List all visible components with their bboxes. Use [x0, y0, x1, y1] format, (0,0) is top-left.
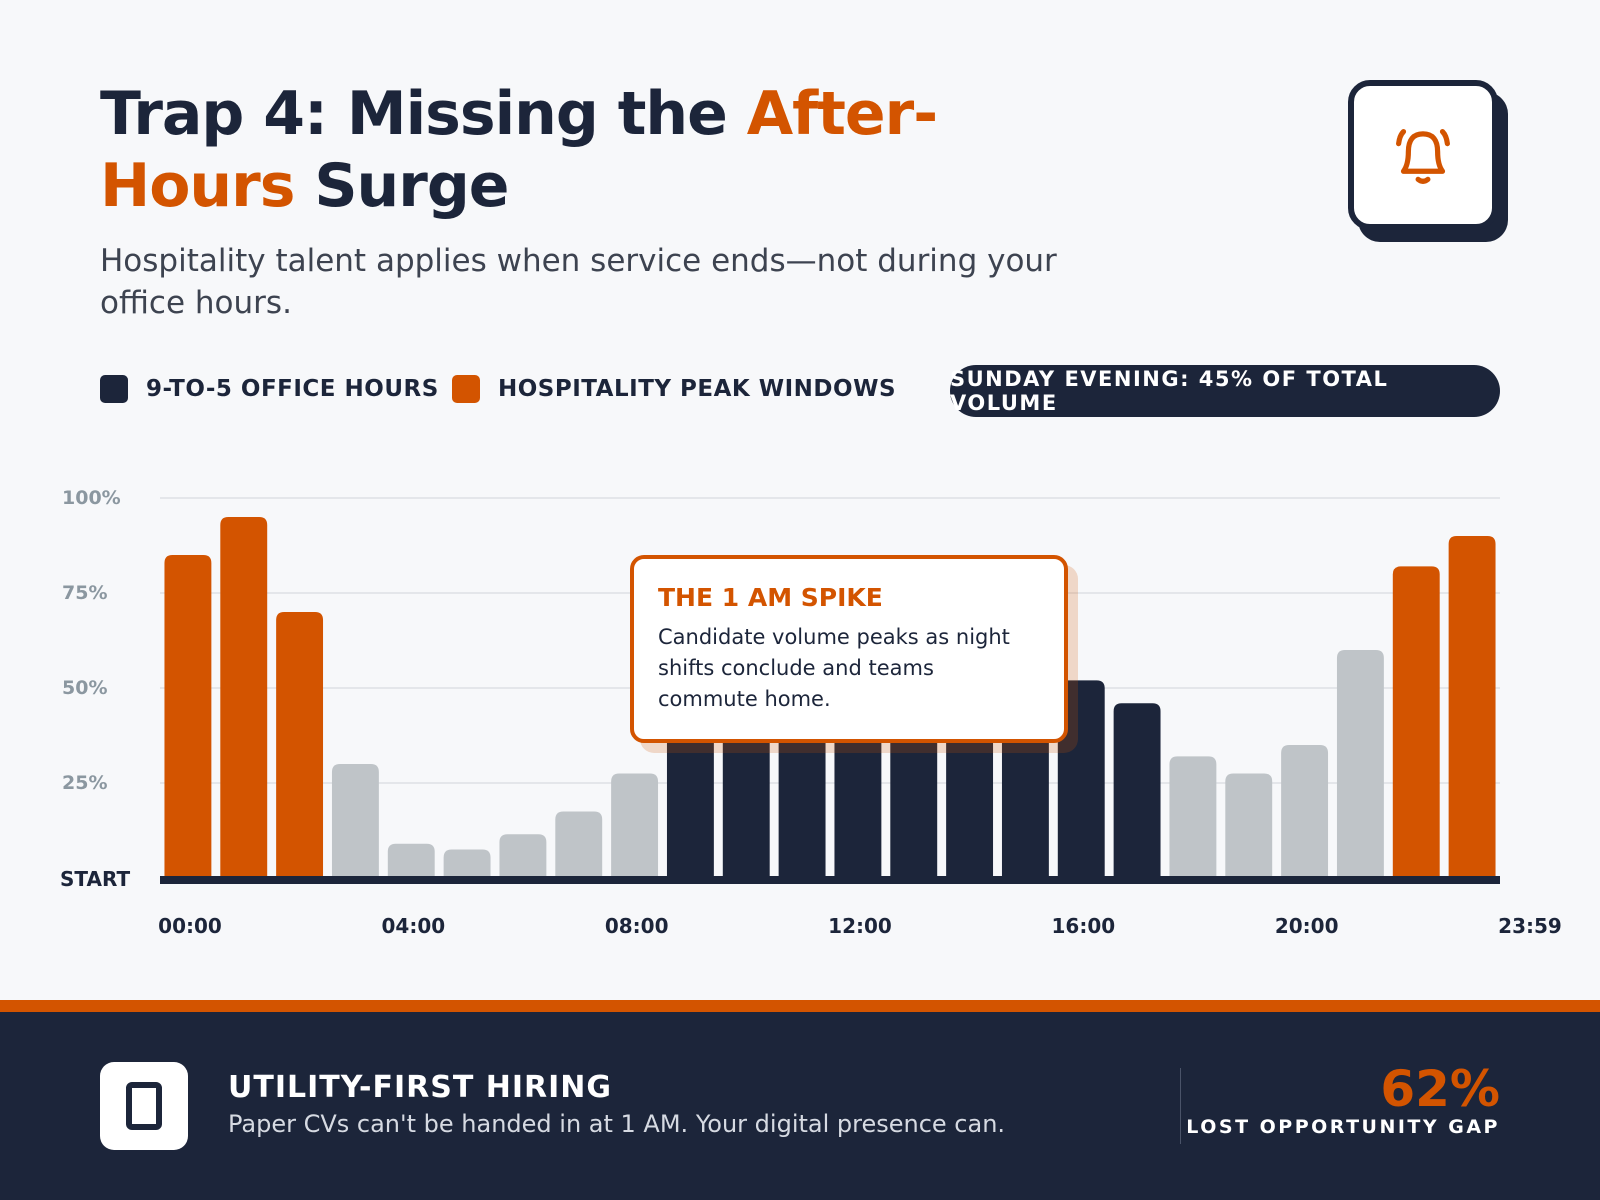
- bar-hour-4: [387, 843, 435, 878]
- bar-hour-10: [722, 710, 770, 878]
- x-tick-label: 08:00: [605, 914, 669, 938]
- bar-hour-11: [778, 699, 826, 878]
- footer-heading: UTILITY-FIRST HIRING: [228, 1070, 613, 1105]
- bar-hour-16: [1057, 680, 1105, 878]
- y-tick-label: 25%: [62, 772, 107, 794]
- title-accent: After-Hours: [100, 79, 938, 221]
- page-title: Trap 4: Missing the After-Hours Surge: [100, 78, 1100, 222]
- tablet-icon: [100, 1062, 188, 1150]
- x-tick-label: 04:00: [381, 914, 445, 938]
- y-tick-label: 75%: [62, 582, 107, 604]
- bar-hour-22: [1392, 566, 1440, 878]
- stat-label: LOST OPPORTUNITY GAP: [1186, 1116, 1500, 1138]
- x-tick-label: 23:59: [1498, 914, 1562, 938]
- title-prefix: Trap 4: Missing the: [100, 79, 747, 149]
- bar-hour-17: [1113, 703, 1161, 878]
- volume-badge: SUNDAY EVENING: 45% OF TOTAL VOLUME: [950, 365, 1500, 417]
- footer: UTILITY-FIRST HIRING Paper CVs can't be …: [0, 1000, 1600, 1200]
- bar-hour-7: [555, 811, 603, 878]
- legend-swatch: [100, 375, 128, 403]
- bar-hour-5: [443, 849, 491, 878]
- x-tick-label: 20:00: [1275, 914, 1339, 938]
- legend-swatch: [452, 375, 480, 403]
- x-tick-label: 16:00: [1051, 914, 1115, 938]
- annotation-callout: THE 1 AM SPIKE Candidate volume peaks as…: [630, 555, 1068, 743]
- legend-label: HOSPITALITY PEAK WINDOWS: [498, 376, 897, 402]
- bar-hour-9: [666, 726, 714, 878]
- y-tick-label: 100%: [62, 487, 121, 509]
- bar-hour-6: [499, 834, 547, 878]
- subtitle: Hospitality talent applies when service …: [100, 243, 1057, 321]
- bar-hour-19: [1225, 773, 1273, 878]
- bell-ringing-icon: [1396, 129, 1450, 184]
- bell-card: [1348, 80, 1498, 230]
- y-tick-label: START: [60, 867, 130, 891]
- callout-body: Candidate volume peaks as night shifts c…: [658, 625, 1010, 711]
- bar-hour-1: [220, 517, 268, 878]
- x-tick-label: 12:00: [828, 914, 892, 938]
- footer-divider: [1180, 1068, 1181, 1144]
- x-tick-label: 00:00: [158, 914, 222, 938]
- bar-hour-23: [1448, 536, 1496, 878]
- legend-office: 9-TO-5 OFFICE HOURS: [100, 375, 439, 403]
- x-axis-baseline: [160, 876, 1500, 884]
- bar-hour-0: [164, 555, 212, 878]
- footer-stat: 62% LOST OPPORTUNITY GAP: [1186, 1062, 1500, 1138]
- bar-hour-18: [1169, 756, 1217, 878]
- bar-hour-20: [1281, 745, 1329, 878]
- bar-hour-3: [331, 764, 379, 878]
- title-suffix: Surge: [294, 151, 509, 221]
- bar-hour-21: [1336, 650, 1384, 878]
- footer-text: Paper CVs can't be handed in at 1 AM. Yo…: [228, 1110, 1006, 1138]
- callout-title: THE 1 AM SPIKE: [658, 583, 883, 612]
- bar-hour-2: [276, 612, 324, 878]
- legend-label: 9-TO-5 OFFICE HOURS: [146, 376, 439, 402]
- y-tick-label: 50%: [62, 677, 107, 699]
- bar-chart: START 25% 50% 75% 100% 00:00 04:00 08:00 12:00 16…: [60, 487, 1562, 938]
- stat-value: 62%: [1380, 1060, 1500, 1118]
- bar-hour-8: [611, 773, 659, 878]
- legend-peak: HOSPITALITY PEAK WINDOWS: [452, 375, 896, 403]
